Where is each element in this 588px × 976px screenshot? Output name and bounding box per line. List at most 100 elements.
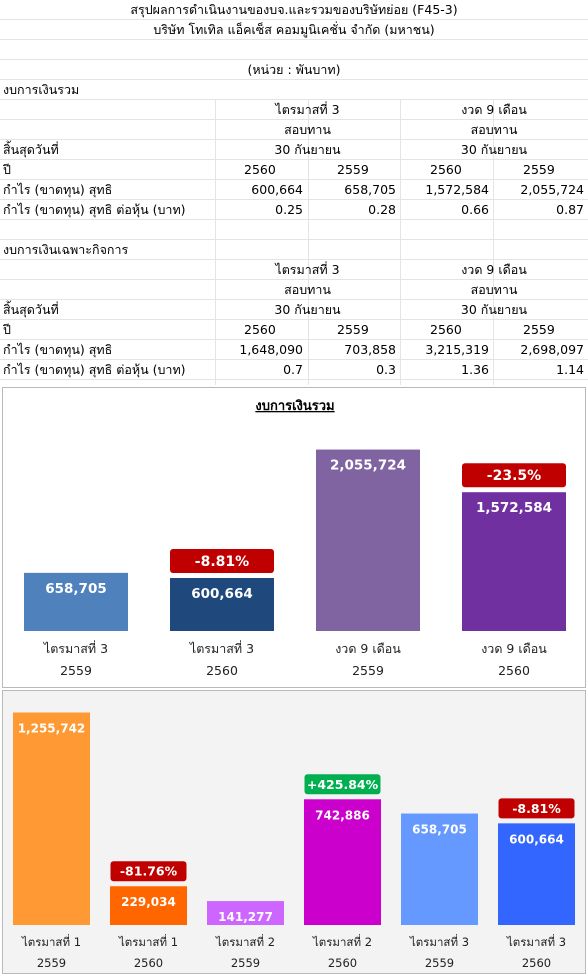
change-label: -23.5% [487,468,541,484]
period-quarter: ไตรมาสที่ 3 [275,102,340,117]
change-badge [462,463,566,488]
period-9m: งวด 9 เดือน [461,102,527,117]
period-quarter: ไตรมาสที่ 3 [275,262,340,277]
change-badge [498,798,575,819]
bar-value-label: 600,664 [509,832,564,846]
profit-value: 1,648,090 [239,342,303,357]
profit-value: 2,698,097 [520,342,584,357]
year-value: 2559 [523,162,555,177]
column-divider [308,100,309,385]
sheet-row [0,220,588,240]
end-date-label: สิ้นสุดวันที่ [3,302,59,317]
consolidated-bar-chart: งบการเงินรวม 658,705 ไตรมาสที่ 3 2559 600,66… [24,399,566,678]
year-tick-label: 2560 [134,956,163,970]
bar [170,577,274,631]
bar [401,813,478,925]
sheet-row: กำไร (ขาดทุน) สุทธิ 1,648,090 703,858 3,… [0,340,588,360]
category-label: งวด 9 เดือน [481,641,547,656]
year-label: ปี [3,322,11,337]
sheet-row: สอบทาน สอบทาน [0,280,588,300]
unit-label: (หน่วย : พันบาท) [247,62,341,77]
bar [498,823,575,925]
sheet-row [0,40,588,60]
eps-value: 1.36 [461,362,489,377]
year-tick-label: 2560 [498,663,530,678]
bar-value-label: 1,572,584 [476,500,552,516]
separate-section-label: งบการเงินเฉพาะกิจการ [3,242,129,257]
year-tick-label: 2560 [328,956,357,970]
sheet-row: กำไร (ขาดทุน) สุทธิ ต่อหุ้น (บาท) 0.25 0… [0,200,588,220]
year-value: 2560 [244,162,276,177]
sheet-row: ไตรมาสที่ 3 งวด 9 เดือน [0,100,588,120]
change-label: +425.84% [307,777,379,792]
change-badge [110,861,187,882]
review-quarter: สอบทาน [284,122,331,137]
end-date-quarter: 30 กันยายน [274,142,341,157]
company-name: บริษัท โทเทิล แอ็คเซ็ส คอมมูนิเคชั่น จำก… [153,22,435,37]
bar-value-label: 658,705 [412,823,467,837]
column-divider [215,100,216,385]
bar-value-label: 1,255,742 [18,721,86,735]
bar [304,799,381,925]
eps-value: 0.87 [556,202,584,217]
bar-value-label: 600,664 [191,586,253,602]
sheet-row: ปี 2560 2559 2560 2559 [0,160,588,180]
profit-label: กำไร (ขาดทุน) สุทธิ [3,182,113,197]
sheet-row: งบการเงินเฉพาะกิจการ [0,240,588,260]
eps-value: 0.28 [368,202,396,217]
year-value: 2560 [244,322,276,337]
year-label: ปี [3,162,11,177]
sheet-row: สอบทาน สอบทาน [0,120,588,140]
quarterly-chart-panel[interactable]: 1,255,742 ไตรมาสที่ 1 2559 229,034 -81.76% ไต… [2,690,586,974]
profit-value: 2,055,724 [520,182,584,197]
column-divider [400,100,401,385]
sheet-row: สรุปผลการดำเนินงานของบจ.และรวมของบริษัทย… [0,0,588,20]
profit-value: 703,858 [344,342,396,357]
bar [462,492,566,631]
year-tick-label: 2559 [231,956,260,970]
period-9m: งวด 9 เดือน [461,262,527,277]
profit-value: 1,572,584 [425,182,489,197]
sheet-row: งบการเงินรวม [0,80,588,100]
eps-value: 0.25 [275,202,303,217]
profit-label: กำไร (ขาดทุน) สุทธิ [3,342,113,357]
category-label: งวด 9 เดือน [335,641,401,656]
profit-value: 600,664 [251,182,303,197]
eps-label: กำไร (ขาดทุน) สุทธิ ต่อหุ้น (บาท) [3,202,186,217]
sheet-row: ไตรมาสที่ 3 งวด 9 เดือน [0,260,588,280]
bar [13,712,90,925]
consolidated-section-label: งบการเงินรวม [3,82,80,97]
category-label: ไตรมาสที่ 3 [43,640,108,656]
change-label: -8.81% [195,554,249,570]
end-date-label: สิ้นสุดวันที่ [3,142,59,157]
eps-value: 0.3 [376,362,396,377]
eps-value: 0.7 [283,362,303,377]
sheet-row: กำไร (ขาดทุน) สุทธิ ต่อหุ้น (บาท) 0.7 0.… [0,360,588,380]
sheet-row: กำไร (ขาดทุน) สุทธิ 600,664 658,705 1,57… [0,180,588,200]
column-divider [493,100,494,385]
consolidated-chart-panel[interactable]: งบการเงินรวม 658,705 ไตรมาสที่ 3 2559 600,66… [2,387,586,688]
sheet-row: (หน่วย : พันบาท) [0,60,588,80]
change-label: -8.81% [512,801,561,816]
sheet-row: บริษัท โทเทิล แอ็คเซ็ส คอมมูนิเคชั่น จำก… [0,20,588,40]
end-date-9m: 30 กันยายน [460,142,528,157]
year-tick-label: 2559 [60,663,92,678]
category-label: ไตรมาสที่ 1 [21,934,81,949]
chart-title: งบการเงินรวม [255,399,334,414]
bar [110,886,187,925]
spreadsheet: สรุปผลการดำเนินงานของบจ.และรวมของบริษัทย… [0,0,588,385]
bar-value-label: 141,277 [218,910,273,924]
sheet-row: สิ้นสุดวันที่ 30 กันยายน 30 กันยายน [0,300,588,320]
category-label: ไตรมาสที่ 2 [215,934,275,949]
bar-value-label: 229,034 [121,895,176,909]
category-label: ไตรมาสที่ 3 [189,640,254,656]
year-tick-label: 2560 [522,956,551,970]
profit-value: 3,215,319 [425,342,489,357]
change-label: -81.76% [120,864,178,879]
bar [207,901,284,925]
review-quarter: สอบทาน [284,282,331,297]
year-value: 2559 [337,322,369,337]
bar-value-label: 742,886 [315,808,370,822]
year-tick-label: 2559 [37,956,66,970]
report-title: สรุปผลการดำเนินงานของบจ.และรวมของบริษัทย… [130,2,458,17]
